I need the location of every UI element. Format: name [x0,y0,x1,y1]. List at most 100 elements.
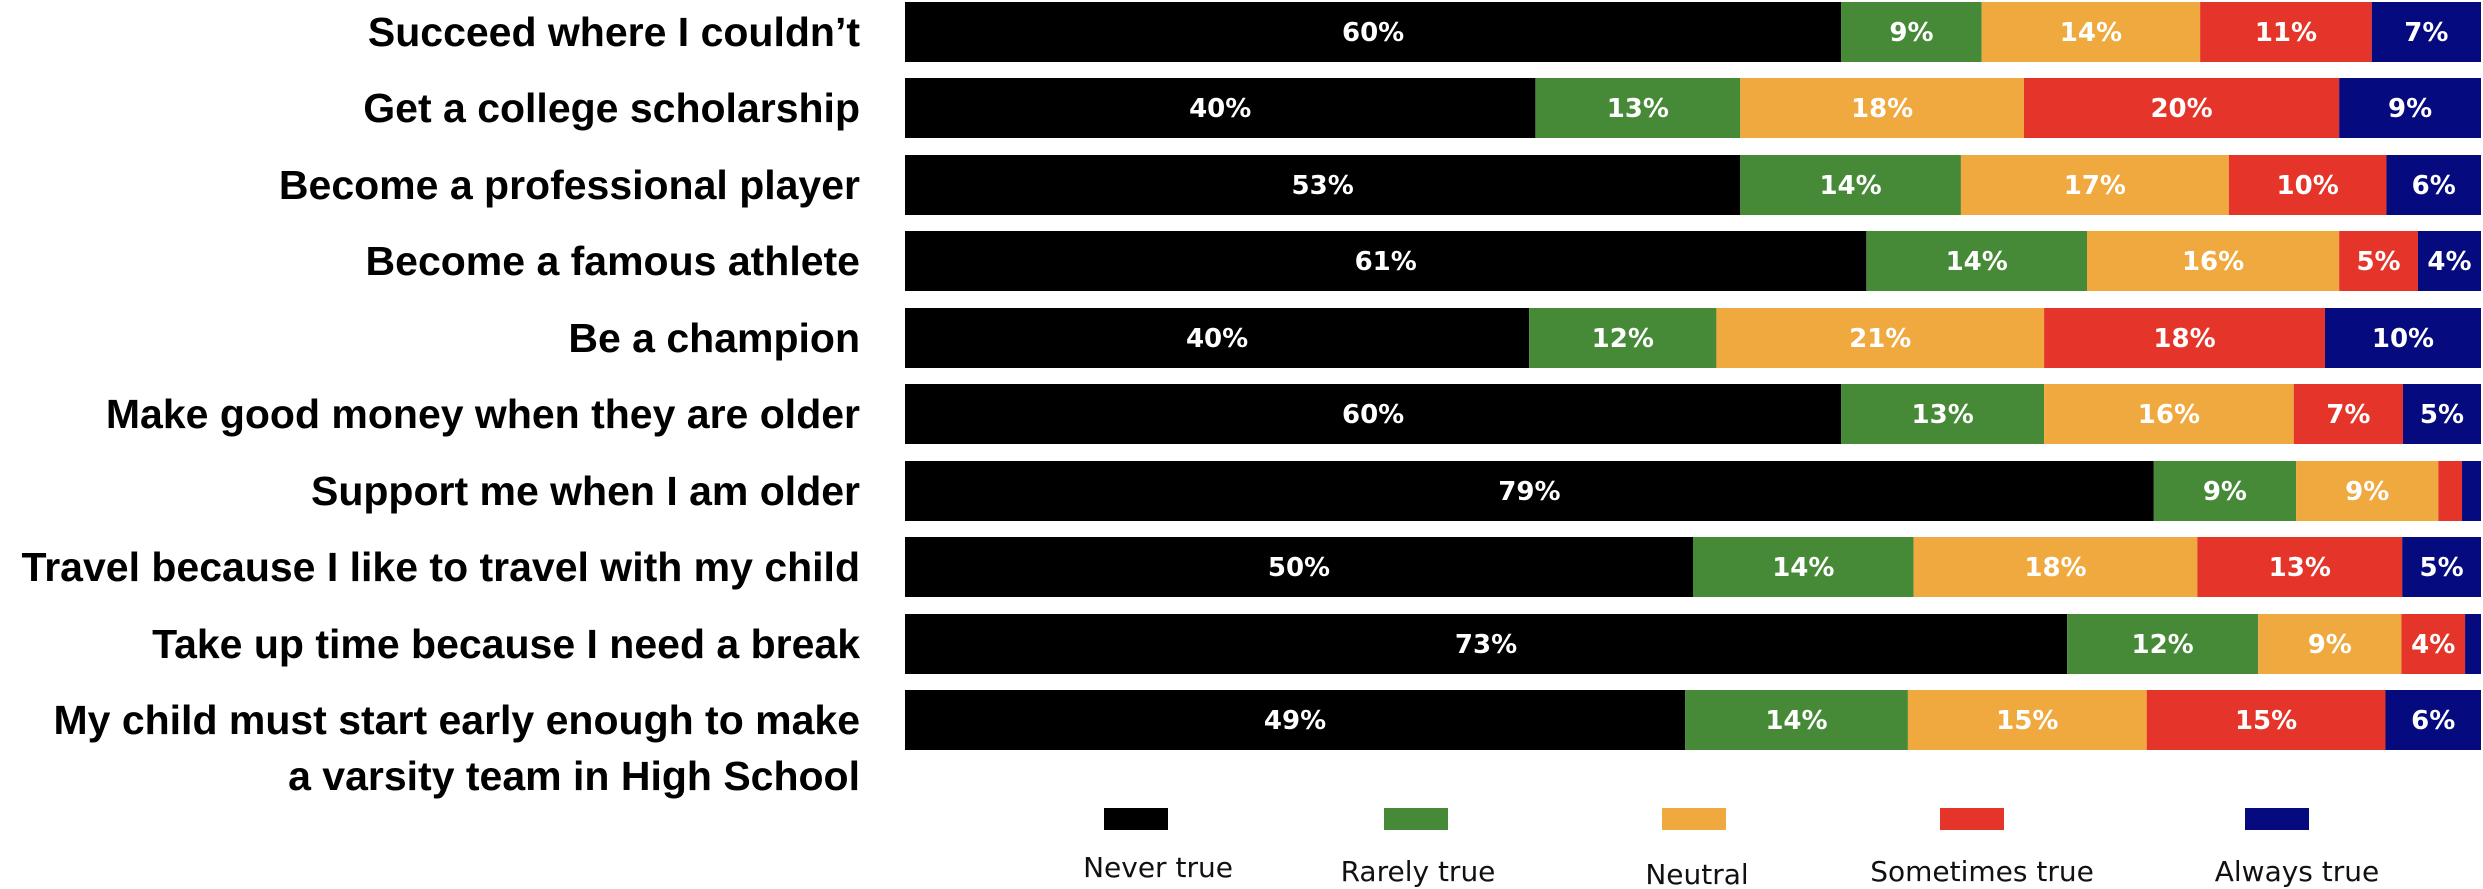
bar-segment-always-true [2465,614,2481,674]
bars: 60% 9% 14% 11% 7% 40% 13% 18% 20% 9% 53% 14% 17% 10% 6… [905,2,2481,750]
category-label: Make good money when they are older [106,391,860,437]
bar-segment-never-true [905,231,1867,291]
data-label: 40% [1186,324,1248,354]
data-label: 13% [2269,553,2331,583]
data-label: 60% [1342,400,1404,430]
data-label: 13% [1607,94,1669,124]
bar-segment-sometimes-true [2339,231,2418,291]
data-label: 18% [2153,324,2215,354]
data-label: 61% [1355,247,1417,277]
bar-segment-rarely-true [2153,461,2297,521]
bar-segment-never-true [905,2,1842,62]
bar-segment-never-true [905,614,2068,674]
bar-segment-neutral [1716,308,2045,368]
data-label: 60% [1342,18,1404,48]
bar-segment-rarely-true [1693,537,1914,597]
bar-segment-always-true [2386,155,2481,215]
data-label: 9% [2203,477,2247,507]
legend-swatch [1940,808,2004,830]
category-labels: Succeed where I couldn’t Get a college sc… [21,9,860,799]
bar-segment-always-true [2402,537,2481,597]
data-label: 18% [1851,94,1913,124]
data-label: 9% [2308,630,2352,660]
data-label: 15% [1996,706,2058,736]
data-label: 5% [2420,553,2464,583]
bar-segment-neutral [2044,384,2294,444]
bar-segment-rarely-true [1740,155,1961,215]
bar-segment-rarely-true [1535,78,1741,138]
bar-segment-always-true [2462,461,2481,521]
bar-segment-sometimes-true [2044,308,2325,368]
data-label: 15% [2235,706,2297,736]
data-label: 20% [2150,94,2212,124]
bar-segment-neutral [2258,614,2402,674]
bar-segment-neutral [1913,537,2198,597]
data-label: 79% [1498,477,1560,507]
legend-swatch [1104,808,1168,830]
data-label: 16% [2182,247,2244,277]
bar-segment-rarely-true [1529,308,1717,368]
category-label: Travel because I like to travel with my … [21,544,860,590]
bar-segment-rarely-true [1841,2,1982,62]
bar-segment-neutral [1960,155,2229,215]
data-label: 49% [1264,706,1326,736]
data-label: 14% [2060,18,2122,48]
bar-segment-neutral [2296,461,2439,521]
legend-label: Rarely true [1341,855,1496,888]
data-label: 14% [1765,706,1827,736]
bar-segment-always-true [2339,78,2481,138]
data-label: 14% [1772,553,1834,583]
bar-segment-sometimes-true [2228,155,2387,215]
legend-swatch [2245,808,2309,830]
data-label: 9% [2345,477,2389,507]
legend-swatch [1384,808,1448,830]
data-label: 7% [2326,400,2370,430]
category-label: Support me when I am older [311,468,860,514]
data-label: 5% [2420,400,2464,430]
data-label: 21% [1849,324,1911,354]
category-label: Take up time because I need a break [152,621,860,667]
bar-segment-sometimes-true [2438,461,2463,521]
data-label: 40% [1189,94,1251,124]
legend-swatch [1662,808,1726,830]
data-label: 13% [1912,400,1974,430]
bar-segment-neutral [1907,690,2147,750]
category-label: Become a professional player [279,162,860,208]
bar-segment-always-true [2385,690,2481,750]
data-label: 73% [1455,630,1517,660]
data-label: 12% [2132,630,2194,660]
category-label: Become a famous athlete [366,238,860,284]
bar-segment-always-true [2324,308,2481,368]
bar-segment-rarely-true [1866,231,2087,291]
data-label: 4% [2411,630,2455,660]
bar-segment-always-true [2402,384,2481,444]
data-label: 14% [1819,171,1881,201]
data-label: 16% [2138,400,2200,430]
data-label: 10% [2277,171,2339,201]
legend-label: Sometimes true [1870,855,2094,888]
data-label: 17% [2064,171,2126,201]
bar-segment-neutral [1981,2,2201,62]
bar-segment-always-true [2371,2,2481,62]
bar-segment-neutral [2087,231,2340,291]
data-label: 12% [1592,324,1654,354]
category-label: a varsity team in High School [288,753,860,799]
bar-segment-never-true [905,308,1530,368]
legend-label: Always true [2215,855,2380,888]
bar-segment-neutral [1740,78,2024,138]
data-label: 4% [2427,247,2471,277]
category-label: My child must start early enough to make [53,697,860,743]
bar-segment-rarely-true [2067,614,2259,674]
data-label: 18% [2024,553,2086,583]
data-label: 7% [2404,18,2448,48]
bar-segment-sometimes-true [2401,614,2466,674]
category-label: Get a college scholarship [363,85,860,131]
bar-segment-never-true [905,690,1686,750]
bar-segment-sometimes-true [2146,690,2386,750]
bar-segment-sometimes-true [2200,2,2372,62]
bar-segment-never-true [905,461,2154,521]
bar-segment-never-true [905,537,1693,597]
bar-segment-rarely-true [1841,384,2045,444]
data-label: 9% [1889,18,1933,48]
